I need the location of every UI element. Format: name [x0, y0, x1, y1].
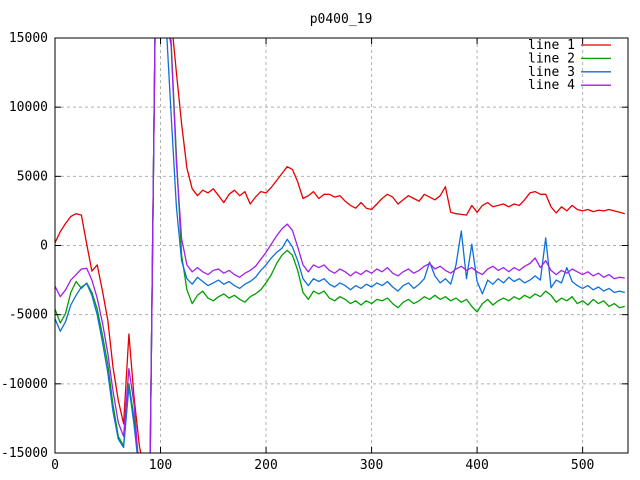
y-tick-label: -5000	[9, 308, 48, 323]
axis-border-and-ticks	[54, 37, 629, 454]
legend-label: line 2	[528, 51, 575, 66]
y-tick-label: 15000	[9, 31, 48, 46]
x-tick-label: 500	[571, 458, 594, 473]
legend-item: line 3	[528, 65, 611, 80]
grid-lines	[54, 37, 628, 454]
x-tick-label: 100	[149, 458, 172, 473]
x-tick-label: 0	[51, 458, 59, 473]
legend-label: line 3	[528, 65, 575, 80]
y-tick-label: -10000	[1, 377, 48, 392]
x-tick-label: 200	[254, 458, 277, 473]
x-tick-label: 300	[360, 458, 383, 473]
legend-label: line 4	[528, 78, 575, 93]
series-line-2	[55, 38, 625, 453]
y-tick-label: 0	[40, 239, 48, 254]
series-line-1	[55, 38, 625, 453]
y-tick-label: -15000	[1, 446, 48, 461]
y-tick-label: 10000	[9, 100, 48, 115]
legend-item: line 1	[528, 38, 611, 53]
chart-title: p0400_19	[310, 12, 373, 27]
series-lines	[55, 38, 625, 453]
y-tick-label: 5000	[17, 169, 48, 184]
legend-item: line 4	[528, 78, 611, 93]
legend-label: line 1	[528, 38, 575, 53]
legend-item: line 2	[528, 51, 611, 66]
series-line-4	[55, 38, 625, 453]
series-line-3	[55, 38, 625, 453]
x-tick-label: 400	[465, 458, 488, 473]
